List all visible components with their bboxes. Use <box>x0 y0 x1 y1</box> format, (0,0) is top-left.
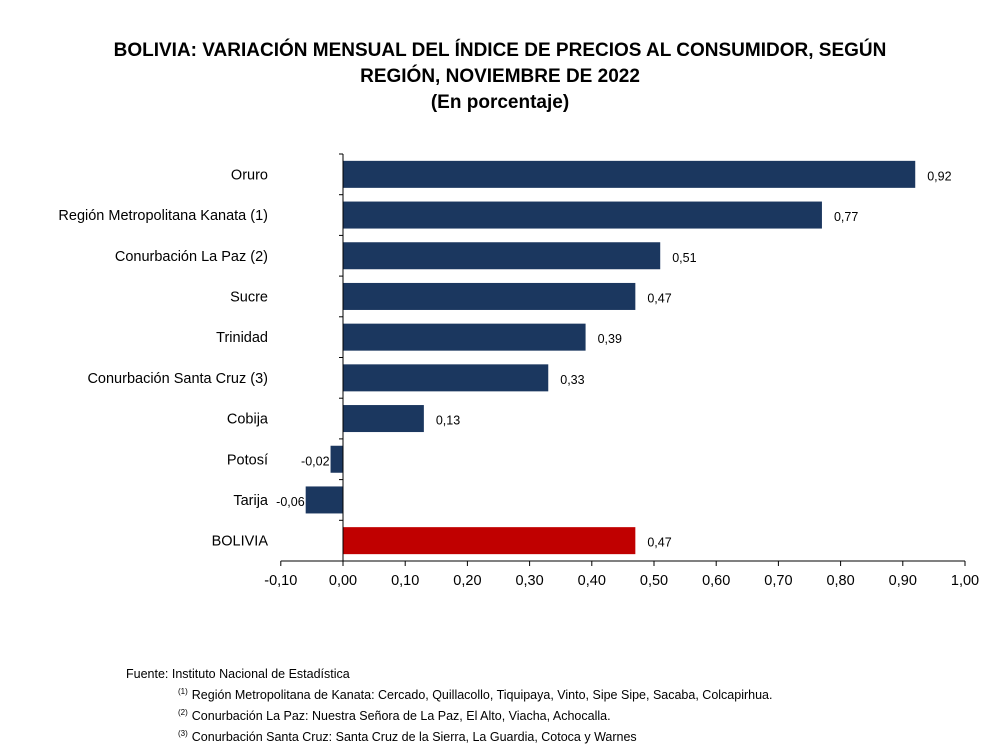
x-tick-label: 1,00 <box>951 573 979 589</box>
data-label: 0,92 <box>927 169 951 183</box>
bar-8 <box>305 486 343 514</box>
x-tick-label: 0,50 <box>640 573 668 589</box>
category-label: Oruro <box>231 167 268 183</box>
category-label: Cobija <box>227 412 269 428</box>
chart-title-line2: REGIÓN, NOVIEMBRE DE 2022 <box>360 66 640 87</box>
x-tick-label: 0,10 <box>391 573 419 589</box>
footnote-3: (3) Conurbación Santa Cruz: Santa Cruz de… <box>126 725 772 746</box>
category-label: Sucre <box>230 289 268 305</box>
chart-title: BOLIVIA: VARIACIÓN MENSUAL DEL ÍNDICE DE… <box>113 40 887 61</box>
bar-5 <box>343 364 549 392</box>
footnote-2-marker: (2) <box>178 708 188 717</box>
x-tick-label: 0,70 <box>764 573 792 589</box>
data-label: 0,39 <box>598 332 622 346</box>
bar-7 <box>330 445 343 473</box>
bar-0 <box>343 160 916 188</box>
chart-subtitle: (En porcentaje) <box>430 92 570 113</box>
footnote-1-text: Región Metropolitana de Kanata: Cercado,… <box>191 688 773 702</box>
chart-title-block: BOLIVIA: VARIACIÓN MENSUAL DEL ÍNDICE DE… <box>0 38 1000 116</box>
footnote-2: (2) Conurbación La Paz: Nuestra Señora de… <box>126 704 772 725</box>
category-label: Conurbación La Paz (2) <box>115 249 268 265</box>
data-label: -0,02 <box>301 454 330 468</box>
data-label: -0,06 <box>276 495 305 509</box>
data-label: 0,47 <box>647 291 671 305</box>
bar-6 <box>343 405 424 433</box>
category-label: Conurbación Santa Cruz (3) <box>87 371 268 387</box>
bar-9 <box>343 527 636 555</box>
data-label: 0,13 <box>436 414 460 428</box>
data-label: 0,47 <box>647 536 671 550</box>
x-tick-label: 0,40 <box>578 573 606 589</box>
bar-1 <box>343 201 822 229</box>
data-label: 0,33 <box>560 373 584 387</box>
bar-3 <box>343 282 636 310</box>
source-note: Fuente: Instituto Nacional de Estadístic… <box>126 667 350 681</box>
category-label: BOLIVIA <box>212 534 269 550</box>
bar-4 <box>343 323 586 351</box>
bar-2 <box>343 242 661 270</box>
footnote-2-text: Conurbación La Paz: Nuestra Señora de La… <box>191 709 611 723</box>
x-tick-label: 0,60 <box>702 573 730 589</box>
x-tick-label: 0,30 <box>515 573 543 589</box>
category-label: Tarija <box>233 493 269 509</box>
footnote-1-marker: (1) <box>178 687 188 696</box>
footnotes: Fuente: Instituto Nacional de Estadístic… <box>126 666 772 746</box>
category-label: Trinidad <box>216 330 268 346</box>
footnote-1: (1) Región Metropolitana de Kanata: Cerca… <box>126 683 772 704</box>
data-label: 0,77 <box>834 210 858 224</box>
x-tick-label: -0,10 <box>264 573 297 589</box>
x-tick-label: 0,20 <box>453 573 481 589</box>
x-tick-label: 0,00 <box>329 573 357 589</box>
footnote-3-marker: (3) <box>178 729 188 738</box>
category-label: Región Metropolitana Kanata (1) <box>58 208 268 224</box>
footnote-3-text: Conurbación Santa Cruz: Santa Cruz de la… <box>191 730 637 744</box>
category-label: Potosí <box>227 452 268 468</box>
x-tick-label: 0,90 <box>889 573 917 589</box>
data-label: 0,51 <box>672 251 696 265</box>
x-tick-label: 0,80 <box>826 573 854 589</box>
